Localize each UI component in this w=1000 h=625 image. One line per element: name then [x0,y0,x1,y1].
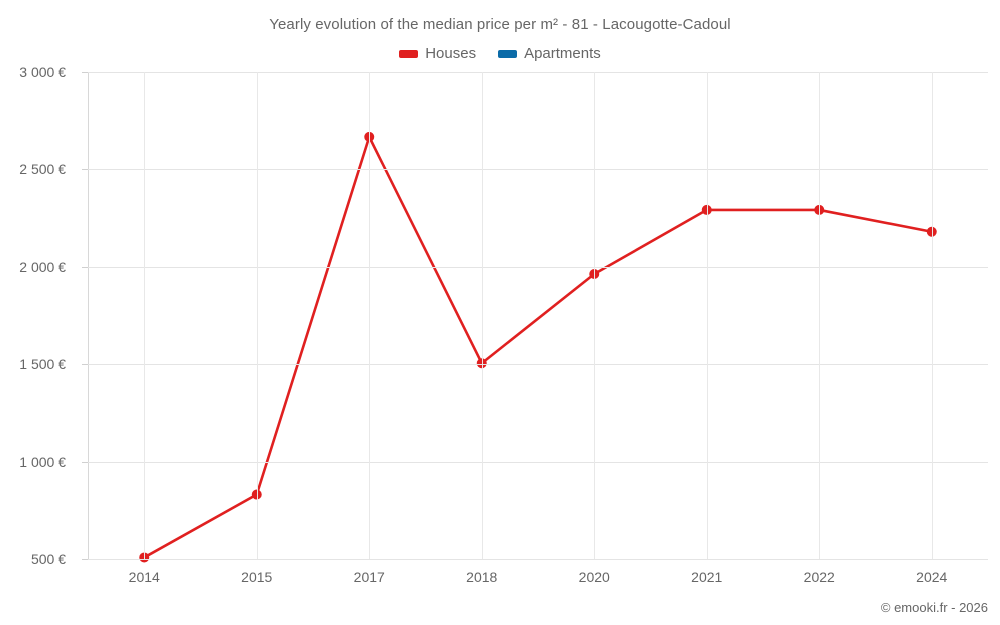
series-layer [139,131,937,563]
x-axis-label: 2024 [916,569,948,585]
y-axis-tick [82,364,88,366]
y-axis-label: 1 000 € [19,453,66,470]
legend-swatch-icon [399,49,419,58]
x-gridline [706,72,708,559]
x-axis-label: 2015 [241,569,273,585]
legend-label: Apartments [524,45,601,62]
chart-title: Yearly evolution of the median price per… [269,16,731,33]
y-axis-label: 2 500 € [19,161,66,178]
y-axis-label: 500 € [30,551,66,567]
y-gridline [88,169,988,171]
y-axis-label: 1 500 € [19,356,66,373]
copyright-credit: © emooki.fr - 2026 [880,600,988,615]
x-gridline [481,72,483,559]
y-axis-label: 2 000 € [19,258,66,275]
x-axis-label: 2017 [353,569,385,585]
y-axis-tick [82,72,88,73]
x-axis-label: 2020 [578,569,610,585]
y-gridline [88,559,988,560]
y-axis-line [88,72,89,559]
y-axis-tick [82,266,88,268]
legend-label: Houses [425,45,477,62]
y-axis-tick [82,559,88,560]
y-axis-tick [82,169,88,171]
y-axis-label: 3 000 € [19,64,66,80]
x-gridline [594,72,596,559]
x-gridline [819,72,821,559]
series-line-houses [142,135,934,559]
legend-swatch-icon [498,49,518,58]
x-axis-label: 2021 [691,569,723,585]
plot-area: 500 € 1 000 € 1 500 € 2 000 € 2 500 € 3 000 €… [19,64,988,585]
chart-legend: Houses Apartments [0,45,1000,62]
x-axis-label: 2018 [466,569,498,585]
y-gridline [88,364,988,366]
legend-item-apartments[interactable]: Apartments [498,45,601,62]
y-gridline [88,266,988,268]
x-gridline [931,72,933,559]
y-gridline [88,72,988,73]
x-axis-label: 2014 [128,569,160,585]
x-axis-label: 2022 [803,569,835,585]
y-axis-tick [82,461,88,463]
x-gridline [256,72,258,559]
x-gridline [144,72,146,559]
x-gridline [369,72,371,559]
legend-item-houses[interactable]: Houses [399,45,476,62]
y-gridline [88,461,988,463]
